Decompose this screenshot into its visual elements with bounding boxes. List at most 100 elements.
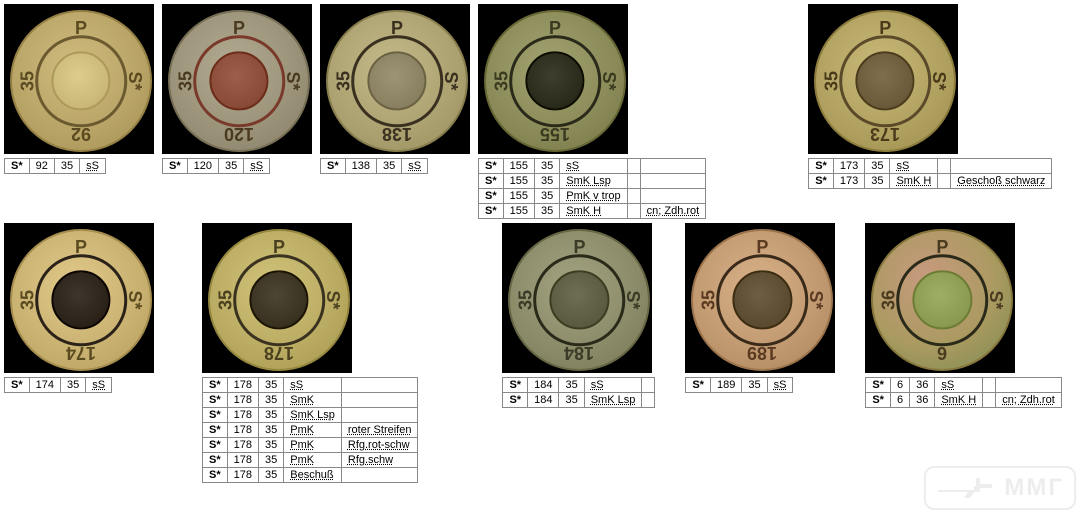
table-cell: S* <box>163 159 188 174</box>
table-cell: Rfg.schw <box>341 453 418 468</box>
table-cell: S* <box>503 378 528 393</box>
table-cell: SmK Lsp <box>584 393 642 408</box>
headstamp-image: PS*35178 <box>202 223 352 373</box>
table-row: S*13835sS <box>321 159 428 174</box>
table-row: S*18435sS <box>503 378 655 393</box>
table-row: S*15535SmK Hcn; Zdh.rot <box>479 204 706 219</box>
table-cell <box>627 204 640 219</box>
table-cell: 36 <box>910 378 935 393</box>
table-cell: 35 <box>258 408 283 423</box>
table-row: S*17335sS <box>809 159 1052 174</box>
table-cell: PmK v trop <box>560 189 627 204</box>
headstamp-image: PS*35155 <box>478 4 628 154</box>
table-cell: 155 <box>503 174 534 189</box>
table-cell: sS <box>560 159 627 174</box>
table-cell: PmK <box>284 453 342 468</box>
headstamp-mark-bottom: 138 <box>382 123 412 144</box>
headstamp-mark-top: P <box>75 237 87 258</box>
headstamp-table: S*636sSS*636SmK Hcn; Zdh.rot <box>865 377 1061 408</box>
headstamp-mark-left: 36 <box>879 290 900 310</box>
headstamp-table: S*17435sS <box>4 377 112 393</box>
headstamp-catalog: PS*3592 S*9235sS P S* 35 120 S*12035sS P S* 35 138… <box>4 4 1082 483</box>
table-cell: sS <box>86 378 112 393</box>
table-cell: S* <box>809 159 834 174</box>
headstamp-image: PS*3592 <box>4 4 154 154</box>
table-row: S*18935sS <box>686 378 793 393</box>
headstamp-image: PS*366 <box>865 223 1015 373</box>
headstamp-table: S*9235sS <box>4 158 106 174</box>
table-cell: 178 <box>227 408 258 423</box>
headstamp-mark-right: S* <box>622 290 643 309</box>
table-row: S*636sS <box>866 378 1061 393</box>
table-cell: sS <box>402 159 428 174</box>
table-cell: 178 <box>227 453 258 468</box>
headstamp-mark-left: 35 <box>18 71 39 91</box>
table-cell: S* <box>809 174 834 189</box>
catalog-item: PS*3592 S*9235sS <box>4 4 154 174</box>
table-cell: 35 <box>258 393 283 408</box>
table-cell: 35 <box>865 174 890 189</box>
table-cell: 173 <box>833 174 864 189</box>
table-cell <box>627 189 640 204</box>
headstamp-mark-bottom: 178 <box>264 342 294 363</box>
table-cell: cn; Zdh.rot <box>996 393 1062 408</box>
table-cell: 35 <box>534 189 559 204</box>
table-cell: Geschoß schwarz <box>951 174 1052 189</box>
headstamp-mark-top: P <box>573 237 585 258</box>
headstamp-mark-right: S* <box>598 71 619 90</box>
table-cell <box>938 159 951 174</box>
table-cell: 35 <box>534 159 559 174</box>
table-cell <box>951 159 1052 174</box>
headstamp-mark-bottom: 155 <box>540 123 570 144</box>
table-row: S*15535SmK Lsp <box>479 174 706 189</box>
table-cell: Beschuß <box>284 468 342 483</box>
table-row: S*17335SmK HGeschoß schwarz <box>809 174 1052 189</box>
table-cell <box>642 378 655 393</box>
table-cell: S* <box>203 438 228 453</box>
table-cell: 173 <box>833 159 864 174</box>
headstamp-mark-top: P <box>936 237 948 258</box>
table-row: S*12035sS <box>163 159 270 174</box>
table-row: S*17835PmKroter Streifen <box>203 423 418 438</box>
table-cell: 174 <box>29 378 60 393</box>
headstamp-image: PS*35173 <box>808 4 958 154</box>
headstamp-mark-bottom: 189 <box>747 342 777 363</box>
table-cell: 189 <box>710 378 741 393</box>
table-cell <box>341 378 418 393</box>
headstamp-mark-top: P <box>75 18 87 39</box>
headstamp-mark-top: P <box>273 237 285 258</box>
table-cell: 178 <box>227 423 258 438</box>
table-cell: 35 <box>258 378 283 393</box>
headstamp-mark-top: P <box>756 237 768 258</box>
headstamp-mark-bottom: 120 <box>224 123 254 144</box>
table-cell: 35 <box>559 378 584 393</box>
table-cell <box>640 174 706 189</box>
headstamp-mark-right: S* <box>322 290 343 309</box>
headstamp-mark-top: P <box>233 18 245 39</box>
table-cell: S* <box>503 393 528 408</box>
table-cell: sS <box>767 378 793 393</box>
table-cell: S* <box>479 204 504 219</box>
table-cell: 178 <box>227 378 258 393</box>
table-cell: 178 <box>227 393 258 408</box>
headstamp-mark-right: S* <box>805 290 826 309</box>
table-cell: S* <box>479 174 504 189</box>
table-row: S*636SmK Hcn; Zdh.rot <box>866 393 1061 408</box>
table-cell: 35 <box>865 159 890 174</box>
table-cell: 35 <box>54 159 79 174</box>
headstamp-image: P S* 35 189 <box>685 223 835 373</box>
table-cell: sS <box>244 159 270 174</box>
table-row: S*9235sS <box>5 159 106 174</box>
table-cell: 155 <box>503 189 534 204</box>
table-cell <box>627 159 640 174</box>
catalog-item: PS*35178S*17835sSS*17835SmKS*17835SmK Ls… <box>202 223 418 483</box>
catalog-item: PS*35184S*18435sSS*18435SmK Lsp <box>502 223 655 408</box>
table-cell: PmK <box>284 423 342 438</box>
table-row: S*17835PmKRfg.schw <box>203 453 418 468</box>
headstamp-table: S*18935sS <box>685 377 793 393</box>
headstamp-mark-left: 35 <box>699 290 720 310</box>
table-row: S*17835SmK <box>203 393 418 408</box>
table-cell <box>983 393 996 408</box>
table-cell: 35 <box>258 423 283 438</box>
catalog-item: PS*35174S*17435sS <box>4 223 154 393</box>
